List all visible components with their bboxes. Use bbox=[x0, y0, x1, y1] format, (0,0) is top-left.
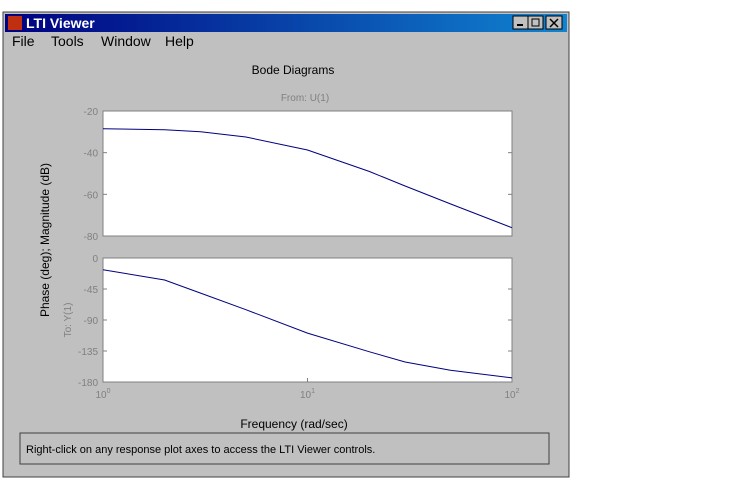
status-box bbox=[19, 432, 550, 465]
y-tick-label: -20 bbox=[84, 107, 99, 118]
y-tick-label: 0 bbox=[92, 254, 98, 265]
window-buttons bbox=[512, 15, 563, 30]
title-bar bbox=[5, 14, 567, 32]
menu-item[interactable]: File bbox=[12, 33, 35, 49]
y-tick-label: -90 bbox=[84, 316, 99, 327]
menu-item[interactable]: Help bbox=[165, 33, 194, 49]
maximize-button[interactable] bbox=[527, 15, 544, 30]
menu-item[interactable]: Window bbox=[101, 33, 152, 49]
minimize-button[interactable] bbox=[512, 15, 529, 30]
status-text: Right-click on any response plot axes to… bbox=[26, 444, 375, 456]
y-tick-label: -135 bbox=[78, 347, 98, 358]
chart-subtitle: From: U(1) bbox=[281, 93, 329, 104]
data-line bbox=[102, 128, 513, 229]
y-tick-label: -45 bbox=[84, 285, 99, 296]
window-frame bbox=[2, 11, 570, 478]
plot-area bbox=[102, 110, 513, 237]
plot-area bbox=[102, 257, 513, 383]
chart-title: Bode Diagrams bbox=[252, 63, 335, 77]
y-tick-label: -80 bbox=[84, 232, 99, 243]
x-tick-label: 101 bbox=[300, 388, 315, 401]
y-tick-label: -40 bbox=[84, 149, 99, 160]
app-icon bbox=[8, 16, 22, 30]
x-tick-label: 102 bbox=[504, 388, 519, 401]
y-axis-label: Phase (deg); Magnitude (dB) bbox=[38, 163, 52, 317]
x-tick-label: 100 bbox=[95, 388, 110, 401]
menu-bar: File Tools Window Help bbox=[12, 33, 194, 49]
y-tick-label: -60 bbox=[84, 190, 99, 201]
data-line bbox=[102, 269, 513, 379]
x-axis-label: Frequency (rad/sec) bbox=[240, 417, 347, 431]
menu-item[interactable]: Tools bbox=[51, 33, 84, 49]
output-label: To: Y(1) bbox=[63, 303, 74, 338]
window-title: LTI Viewer bbox=[26, 15, 95, 31]
y-tick-label: -180 bbox=[78, 378, 98, 389]
